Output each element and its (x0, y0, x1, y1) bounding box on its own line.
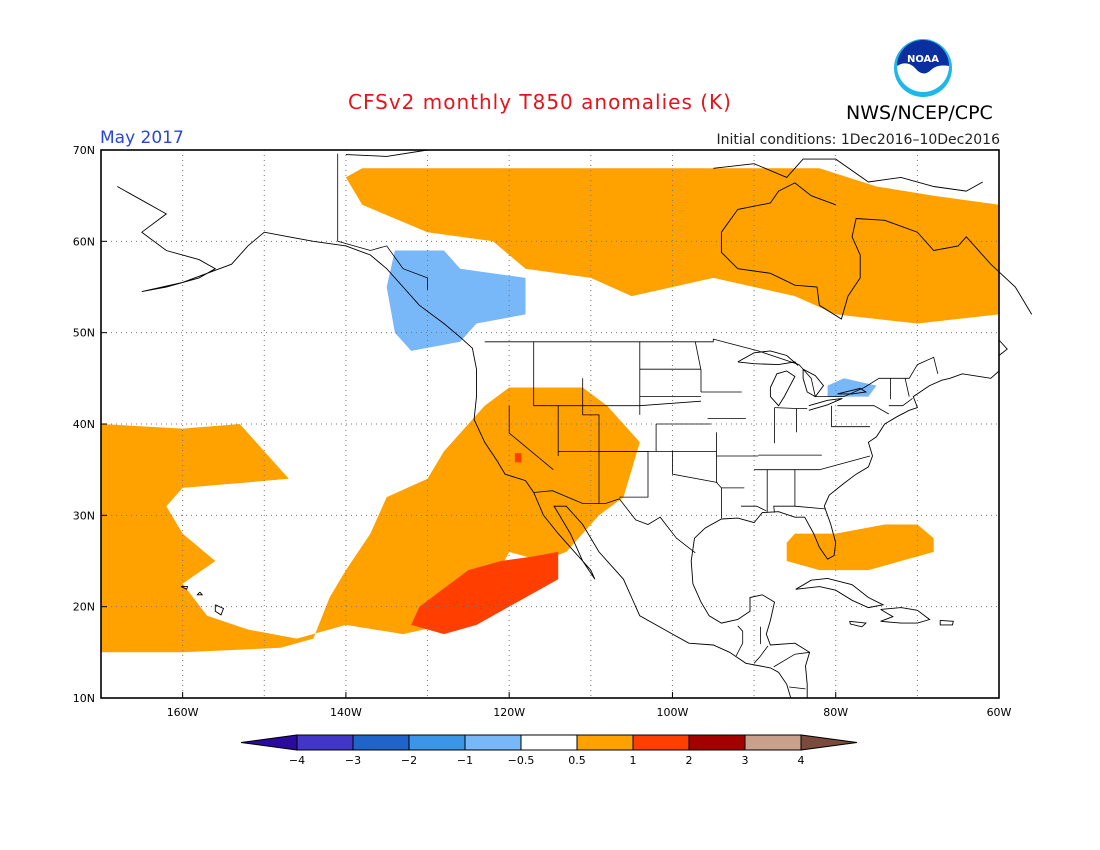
lon-label: 120W (493, 706, 525, 719)
logo-text: NOAA (907, 54, 939, 65)
lon-label: 140W (330, 706, 362, 719)
colorbar-swatch (520, 734, 578, 751)
colorbar-arrow-right (800, 734, 858, 751)
agency-label: NWS/NCEP/CPC (846, 102, 993, 124)
lat-label: 60N (73, 235, 95, 248)
coastline (721, 182, 836, 233)
political-border (904, 378, 910, 397)
colorbar-swatch (688, 734, 746, 751)
colorbar-tick-label: 0.5 (568, 754, 586, 767)
lon-label: 60W (987, 706, 1012, 719)
colorbar-tick-label: 3 (742, 754, 749, 767)
political-border (774, 407, 808, 409)
political-border (672, 451, 718, 483)
political-border (831, 405, 870, 428)
colorbar-swatch (296, 734, 354, 751)
map-title: CFSv2 monthly T850 anomalies (K) (348, 90, 732, 114)
colorbar-tick-label: −0.5 (508, 754, 535, 767)
political-border (716, 432, 722, 519)
colorbar-tick-label: −2 (401, 754, 417, 767)
logo-bottom (897, 63, 949, 92)
valid-month-label: May 2017 (100, 128, 184, 148)
coastline (849, 620, 867, 628)
anomaly-region-pacific-warm (101, 387, 640, 653)
coastline (690, 370, 1000, 698)
colorbar-swatch (464, 734, 522, 751)
colorbar-tick-label: 2 (686, 754, 693, 767)
coastline (737, 350, 799, 366)
colorbar-tick-label: 1 (630, 754, 637, 767)
coastline (880, 607, 931, 624)
colorbar-tick-label: −1 (457, 754, 473, 767)
political-border (508, 405, 554, 471)
logo-top (897, 40, 949, 74)
colorbar-tick-label: −4 (289, 754, 305, 767)
coastline (196, 591, 204, 596)
initial-conditions-label: Initial conditions: 1Dec2016–10Dec2016 (716, 132, 1000, 148)
political-border (533, 490, 696, 554)
coastline (808, 397, 843, 411)
political-border (754, 455, 871, 471)
political-border (773, 469, 796, 513)
colorbar: −4 −3 −2 −1 −0.5 0.5 1 2 3 4 (240, 734, 858, 767)
noaa-logo: NOAA (894, 39, 952, 97)
lon-label: 160W (167, 706, 199, 719)
political-border (888, 398, 913, 407)
colorbar-swatch (408, 734, 466, 751)
colorbar-swatch (632, 734, 690, 751)
lat-label: 50N (73, 327, 95, 340)
political-border (619, 451, 649, 498)
coastline (720, 218, 1033, 320)
coastline (214, 604, 225, 616)
colorbar-tick-label: 4 (798, 754, 805, 767)
political-border (735, 625, 744, 657)
political-border (741, 505, 767, 512)
political-border (694, 341, 702, 392)
political-border (753, 645, 769, 664)
colorbar-arrow-left (240, 734, 298, 751)
anomaly-region-california-warm-dot (514, 453, 522, 463)
colorbar-swatch (576, 734, 634, 751)
coastline (713, 158, 983, 192)
coastline (769, 370, 796, 407)
political-border (789, 686, 806, 690)
coastline (345, 149, 428, 157)
lat-label: 70N (73, 144, 95, 157)
political-border (337, 240, 428, 290)
lat-label: 40N (73, 418, 95, 431)
political-border (582, 378, 717, 452)
coastline (837, 387, 868, 395)
coastline (998, 339, 1008, 356)
political-border (794, 505, 826, 510)
longitude-labels: 160W 140W 120W 100W 80W 60W (167, 692, 1012, 719)
political-border (533, 341, 702, 407)
colorbar-tick-label: −3 (345, 754, 361, 767)
political-border (773, 651, 810, 668)
lat-label: 10N (73, 692, 95, 705)
coastlines (117, 149, 1033, 699)
political-border (837, 405, 889, 415)
lat-label: 20N (73, 601, 95, 614)
colorbar-swatch (744, 734, 802, 751)
anomaly-region-tropical-east-pacific-warm (411, 551, 559, 635)
anomaly-region-florida-warm (786, 524, 934, 571)
lat-label: 30N (73, 509, 95, 522)
lon-label: 80W (823, 706, 848, 719)
coastline (795, 577, 885, 609)
coastline (117, 186, 792, 699)
coastline (939, 619, 954, 626)
coastline (180, 586, 189, 590)
political-border (484, 338, 939, 398)
latitude-labels: 70N 60N 50N 40N 30N 20N 10N (73, 144, 107, 705)
colorbar-swatch (352, 734, 410, 751)
lon-label: 100W (657, 706, 689, 719)
